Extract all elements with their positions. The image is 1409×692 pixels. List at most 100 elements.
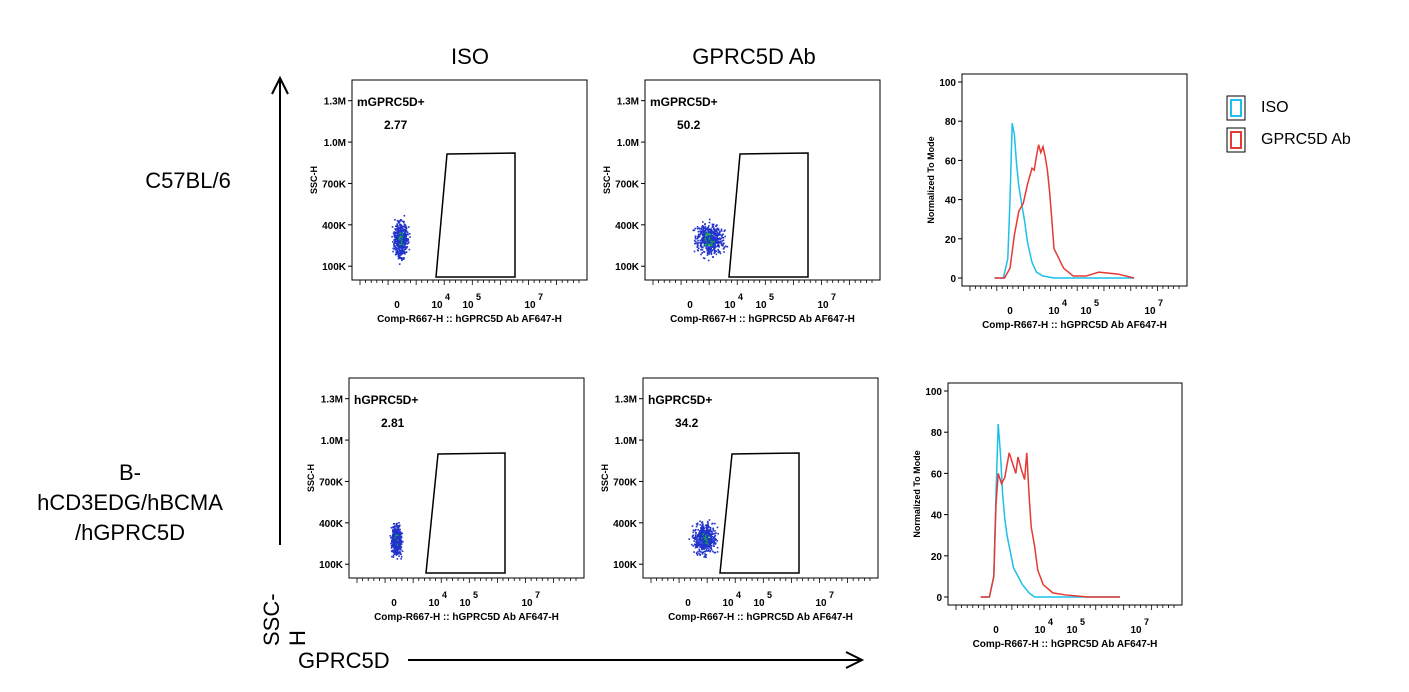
event-dot [713,232,715,235]
event-dot [713,248,715,250]
event-dot [390,550,393,552]
event-dot [699,233,702,236]
event-dot [699,530,702,532]
event-dot [700,539,703,541]
event-dot [697,544,700,547]
x-tick-label: 10 [815,598,827,609]
event-dot [393,526,395,529]
event-dot [705,231,707,233]
event-dot [706,535,708,537]
x-tick-exponent: 4 [1062,298,1067,308]
gate-polygon [719,452,800,574]
event-dot [701,224,704,227]
event-dot [703,236,706,239]
histogram-line-gprc5d-ab [980,452,1120,598]
event-dot [697,543,700,546]
event-dot [695,544,698,547]
event-dot [710,240,712,243]
event-dot [396,225,398,227]
event-dot [715,538,718,541]
x-axis-label: Comp-R667-H :: hGPRC5D Ab AF647-H [982,320,1167,331]
event-dot [703,232,705,234]
event-dot [402,242,404,245]
event-dot [400,235,403,238]
x-tick-label: 10 [521,598,533,609]
event-dot [707,533,709,535]
event-dot [395,229,397,231]
event-dot [719,240,721,243]
event-dot [705,528,708,531]
event-dot [714,245,716,247]
event-dot [406,243,408,245]
event-dot [700,241,702,244]
event-dot [701,230,704,233]
event-dot [724,235,726,238]
event-dot [697,528,699,531]
x-tick-exponent: 5 [473,590,478,600]
event-dot [399,237,402,239]
event-dot [701,547,703,550]
event-dot [695,525,698,528]
event-dot [696,534,699,536]
event-dot [393,234,395,236]
event-dot [708,237,711,240]
event-dot [698,533,700,535]
event-dot [708,539,711,542]
event-dot [704,227,706,230]
x-tick-label: 10 [428,598,440,609]
event-dot [394,547,396,550]
event-dot [403,220,405,223]
event-dot [716,241,719,244]
event-dot [700,541,703,543]
event-dot [712,543,715,545]
legend-swatch-iso [1226,95,1246,121]
event-dot [397,222,400,224]
gate-percentage: 2.77 [384,118,408,132]
event-dot [701,542,703,545]
event-dot [399,242,402,244]
event-dot [697,230,700,233]
event-dot [715,229,717,231]
event-dot [708,235,710,237]
event-dot [402,230,405,232]
event-dot [723,230,726,233]
event-dot [707,259,710,262]
event-dot [708,548,710,550]
column-header-gprc5d-ab: GPRC5D Ab [692,44,816,69]
event-dot [394,529,397,532]
event-dot [402,221,405,224]
event-dot [396,240,398,243]
event-dot [394,240,396,242]
event-dot [717,233,720,235]
event-dot [395,542,397,545]
event-dot [400,251,402,254]
event-dot [709,532,711,535]
event-dot [391,546,393,548]
event-dot [692,229,695,232]
event-dot [693,551,695,553]
event-dot [717,243,720,246]
y-tick-label: 80 [945,117,957,128]
event-dot [393,533,396,535]
event-dot [696,237,699,240]
event-dot [393,525,396,528]
event-dot [405,240,408,243]
event-dot [401,532,404,535]
event-dot [707,247,710,249]
event-dot [704,545,707,547]
event-dot [709,550,712,553]
event-dot [399,552,402,555]
event-dot [397,536,400,539]
event-dot [719,230,721,233]
event-dot [393,231,396,234]
event-dot [710,238,713,241]
event-dot [699,537,701,540]
event-dot [408,241,410,244]
event-dot [403,245,406,247]
event-dot [409,236,411,238]
event-dot [701,532,703,534]
row-label-line-1: B- [119,460,141,485]
event-dot [713,541,715,544]
event-dot [402,257,404,260]
